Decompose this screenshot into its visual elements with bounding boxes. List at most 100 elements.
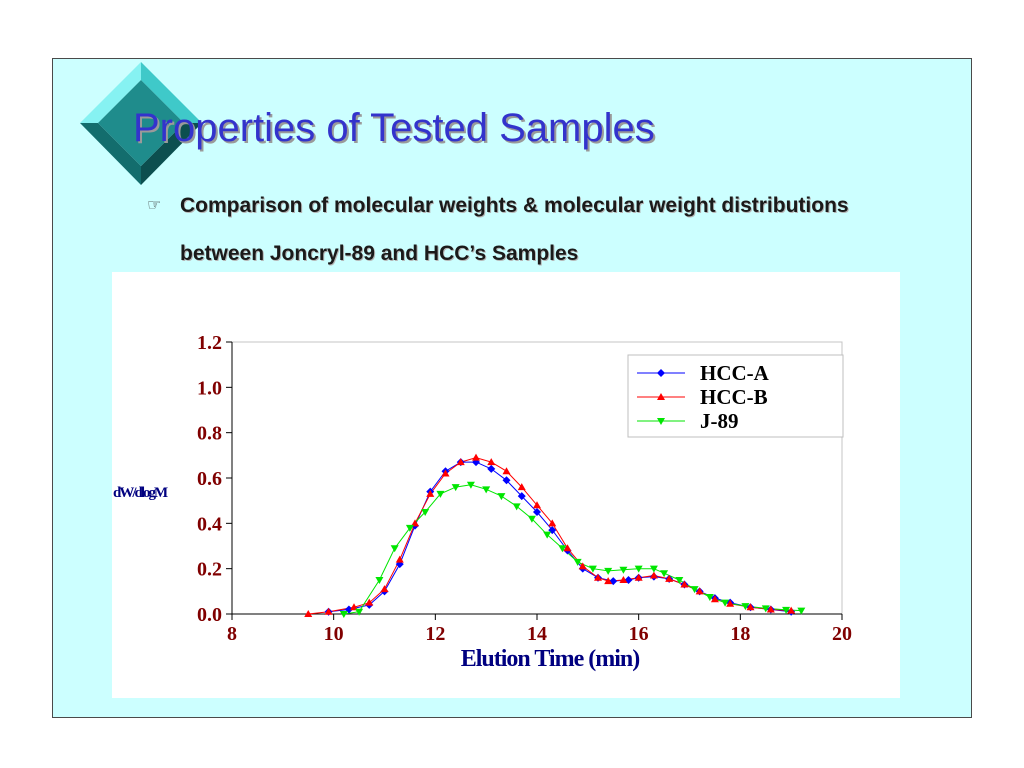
- slide-title: Properties of Tested Samples: [133, 106, 655, 150]
- data-point-hcc-b: [634, 573, 643, 581]
- data-point-hcc-b: [350, 603, 358, 611]
- data-point-j-89: [634, 565, 643, 573]
- data-point-hcc-b: [619, 576, 628, 583]
- legend-label: J-89: [700, 409, 739, 433]
- y-tick-label: 0.0: [197, 604, 222, 626]
- data-point-hcc-b: [746, 603, 755, 611]
- y-tick-label: 0.4: [197, 513, 222, 535]
- data-point-hcc-b: [604, 577, 613, 585]
- legend-marker-hcc-a: [657, 369, 665, 377]
- data-point-j-89: [527, 515, 536, 523]
- y-tick-label: 1.2: [197, 332, 222, 354]
- data-point-j-89: [690, 586, 699, 594]
- series-line-hcc-b: [308, 457, 792, 615]
- data-point-hcc-b: [533, 501, 541, 509]
- data-point-hcc-b: [411, 519, 419, 527]
- x-tick-label: 16: [629, 623, 649, 645]
- data-point-hcc-a: [517, 492, 526, 501]
- legend-label: HCC-B: [700, 385, 768, 409]
- data-point-j-89: [782, 606, 791, 614]
- series-line-j-89: [343, 484, 802, 615]
- data-point-j-89: [558, 545, 567, 553]
- data-point-j-89: [660, 570, 669, 578]
- data-point-hcc-b: [487, 458, 496, 466]
- data-point-j-89: [797, 607, 806, 615]
- data-point-hcc-b: [787, 606, 796, 614]
- x-axis-title: Elution Time (min): [461, 646, 639, 672]
- legend-label: HCC-A: [700, 361, 770, 385]
- data-point-j-89: [761, 605, 770, 613]
- x-tick-label: 20: [832, 623, 852, 645]
- data-point-hcc-b: [578, 562, 587, 570]
- data-point-hcc-b: [680, 580, 689, 588]
- data-point-hcc-b: [426, 489, 435, 497]
- data-point-hcc-b: [766, 605, 775, 613]
- data-point-j-89: [721, 599, 730, 607]
- series-layer: [304, 453, 806, 618]
- y-tick-label: 0.6: [197, 468, 222, 490]
- pointing-hand-icon: ☞: [147, 195, 162, 214]
- y-tick-label: 0.8: [197, 423, 222, 445]
- legend-marker-j-89: [657, 418, 665, 425]
- chart: Elution Time (min) dW/dlogM HCC-AHCC-BJ-…: [113, 332, 852, 672]
- chart-container: Elution Time (min) dW/dlogM HCC-A HCC-B J-…: [112, 272, 900, 698]
- y-tick-label: 1.0: [197, 377, 222, 399]
- data-point-hcc-b: [548, 519, 557, 527]
- data-point-hcc-b: [441, 469, 450, 477]
- data-point-hcc-b: [726, 599, 735, 607]
- data-point-j-89: [705, 594, 714, 601]
- data-point-hcc-b: [472, 453, 480, 461]
- data-point-hcc-b: [649, 571, 658, 579]
- data-point-hcc-b: [502, 467, 511, 475]
- data-point-hcc-b: [665, 574, 674, 582]
- data-point-j-89: [649, 565, 658, 573]
- data-point-j-89: [482, 486, 491, 494]
- data-point-hcc-b: [380, 585, 389, 593]
- data-point-j-89: [466, 481, 475, 489]
- data-point-hcc-b: [563, 544, 572, 552]
- data-point-hcc-a: [502, 476, 511, 485]
- x-tick-label: 8: [227, 623, 237, 645]
- bullet-text-line-2: between Joncryl-89 and HCC’s Samples: [180, 242, 579, 265]
- data-point-j-89: [390, 545, 399, 553]
- data-point-hcc-a: [533, 508, 541, 516]
- data-point-j-89: [604, 567, 613, 575]
- y-tick-label: 0.2: [197, 559, 222, 581]
- data-point-j-89: [405, 524, 414, 532]
- legend-box: [627, 354, 844, 438]
- x-tick-label: 18: [730, 623, 750, 645]
- data-point-j-89: [436, 490, 445, 498]
- data-point-j-89: [497, 493, 506, 501]
- series-line-hcc-a: [328, 461, 792, 613]
- data-point-hcc-b: [324, 607, 333, 615]
- legend-marker-hcc-b: [657, 393, 665, 400]
- data-point-j-89: [339, 611, 348, 618]
- data-point-j-89: [675, 577, 684, 584]
- data-point-hcc-b: [395, 555, 404, 563]
- data-point-j-89: [355, 608, 364, 616]
- diamond-bullet-icon: [80, 62, 202, 185]
- data-point-hcc-b: [304, 610, 313, 617]
- data-point-j-89: [619, 566, 628, 574]
- data-point-j-89: [421, 509, 430, 516]
- data-point-hcc-b: [594, 573, 602, 581]
- data-point-j-89: [588, 565, 597, 573]
- data-point-hcc-b: [517, 483, 526, 491]
- bullet-text-line-1: Comparison of molecular weights & molecu…: [180, 194, 849, 217]
- data-point-j-89: [573, 558, 582, 566]
- x-tick-label: 10: [324, 623, 344, 645]
- data-point-j-89: [375, 577, 384, 584]
- data-point-j-89: [543, 531, 552, 539]
- data-point-j-89: [512, 503, 521, 511]
- data-point-hcc-b: [695, 587, 704, 595]
- data-point-hcc-a: [395, 560, 404, 569]
- data-point-hcc-b: [456, 458, 465, 466]
- data-point-hcc-a: [487, 464, 496, 473]
- x-tick-label: 12: [425, 623, 445, 645]
- y-axis-title: dW/dlogM: [113, 485, 168, 501]
- data-point-j-89: [451, 484, 460, 492]
- data-point-j-89: [741, 603, 750, 611]
- data-point-hcc-b: [710, 595, 719, 603]
- x-tick-label: 14: [527, 623, 547, 645]
